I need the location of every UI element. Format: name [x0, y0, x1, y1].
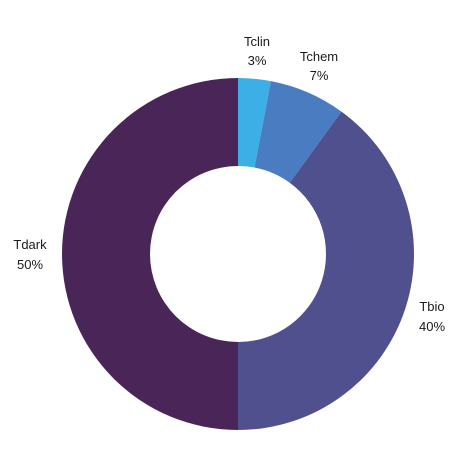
slice-label-tchem: Tchem 7% — [300, 49, 338, 83]
slice-tbio — [238, 111, 415, 431]
slice-percent-tclin: 3% — [248, 53, 267, 68]
slice-percent-tchem: 7% — [310, 68, 329, 83]
slice-percent-tdark: 50% — [17, 257, 43, 272]
donut-slices — [62, 78, 415, 431]
slice-name-tbio: Tbio — [419, 299, 444, 314]
slice-name-tchem: Tchem — [300, 49, 338, 64]
slice-name-tclin: Tclin — [244, 34, 270, 49]
slice-tdark — [62, 78, 238, 430]
slice-label-tbio: Tbio 40% — [419, 299, 445, 334]
slice-label-tdark: Tdark 50% — [13, 237, 47, 272]
slice-label-tclin: Tclin 3% — [244, 34, 270, 68]
slice-tchem — [254, 81, 342, 183]
slice-tclin — [238, 78, 271, 168]
slice-name-tdark: Tdark — [13, 237, 47, 252]
slice-percent-tbio: 40% — [419, 319, 445, 334]
